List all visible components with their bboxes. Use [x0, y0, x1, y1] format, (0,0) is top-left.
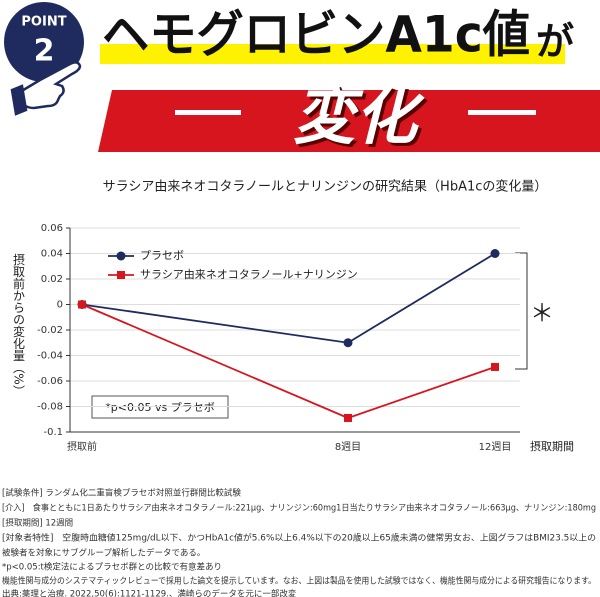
- x-tick-label: 12週目: [479, 441, 512, 453]
- legend-marker: [117, 271, 125, 279]
- badge-label: POINT: [21, 15, 66, 30]
- banner-text: 変化: [293, 80, 425, 153]
- banner-shadow: 変化: [296, 83, 428, 156]
- y-tick-label: -0.04: [37, 351, 63, 362]
- y-tick-label: -0.06: [37, 376, 63, 387]
- main-title-suffix: が: [536, 20, 574, 64]
- footnote: [試験条件] ランダム化二重盲検プラセボ対照並行群間比較試験: [2, 488, 241, 499]
- x-axis-label: 摂取期間: [530, 439, 574, 453]
- footnotes: [試験条件] ランダム化二重盲検プラセボ対照並行群間比較試験 [介入] 食事ととも…: [2, 488, 596, 597]
- chart-title: サラシア由来ネオコタラノールとナリンジンの研究結果（HbA1cの変化量）: [103, 179, 548, 195]
- y-tick-label: 0.02: [41, 274, 63, 285]
- point: [343, 338, 353, 348]
- main-title: ヘモグロビンA1c値: [102, 6, 530, 64]
- series-line: [81, 252, 496, 344]
- y-axis-label: 摂取前からの変化量（%）: [12, 252, 26, 397]
- footnote: [対象者特性] 空腹時血糖値125mg/dL以下、かつHbA1c値が5.6%以上…: [2, 533, 596, 544]
- point: [344, 413, 352, 422]
- y-tick-label: 0: [57, 300, 63, 311]
- point: [78, 300, 86, 309]
- annotation: *p<0.05 vs プラセボ: [105, 401, 214, 414]
- legend-marker: [116, 251, 126, 261]
- badge-number: 2: [34, 34, 55, 69]
- legend-label: サラシア由来ネオコタラノール+ナリンジン: [140, 267, 358, 281]
- banner-line: [175, 110, 241, 115]
- significance-mark: ＊: [530, 299, 554, 327]
- x-tick-label: 8週目: [335, 441, 361, 453]
- point: [491, 362, 499, 371]
- banner: [98, 90, 600, 152]
- badge: [4, 2, 84, 82]
- legend-label: プラセボ: [140, 249, 184, 262]
- point: [490, 249, 500, 258]
- footnote: 被験者を対象にサブグループ解析したデータである。: [2, 548, 205, 559]
- title-highlight: [100, 44, 565, 64]
- y-tick-label: -0.1: [43, 427, 63, 438]
- footnote: 機能性関与成分のシステマティックレビューで採用した論文を提示しています。なお、上…: [2, 576, 596, 587]
- y-tick-label: -0.02: [37, 325, 63, 336]
- y-tick-label: -0.08: [37, 402, 63, 413]
- footnote: [介入] 食事とともに1日あたりサラシア由来ネオコタラノール:221μg、ナリン…: [2, 503, 596, 514]
- footnote: *p<0.05:t検定法によるプラセボ群との比較で有意差あり: [2, 562, 222, 573]
- plot: 0.06 0.04 0.02 0 -0.02 -0.04 -0.06 -0.08 -0.1 摂取前…: [37, 223, 520, 453]
- hand-icon: [10, 61, 82, 116]
- significance-bracket: [515, 252, 528, 370]
- y-tick-label: 0.06: [41, 223, 63, 234]
- footnote: 出典:薬理と治療. 2022,50(6):1121-1129.、満崎らのデータを…: [2, 589, 297, 597]
- x-tick-label: 摂取前: [67, 440, 97, 453]
- banner-line: [468, 110, 536, 115]
- y-tick-label: 0.04: [41, 249, 63, 260]
- footnote: [摂取期間] 12週間: [2, 518, 73, 529]
